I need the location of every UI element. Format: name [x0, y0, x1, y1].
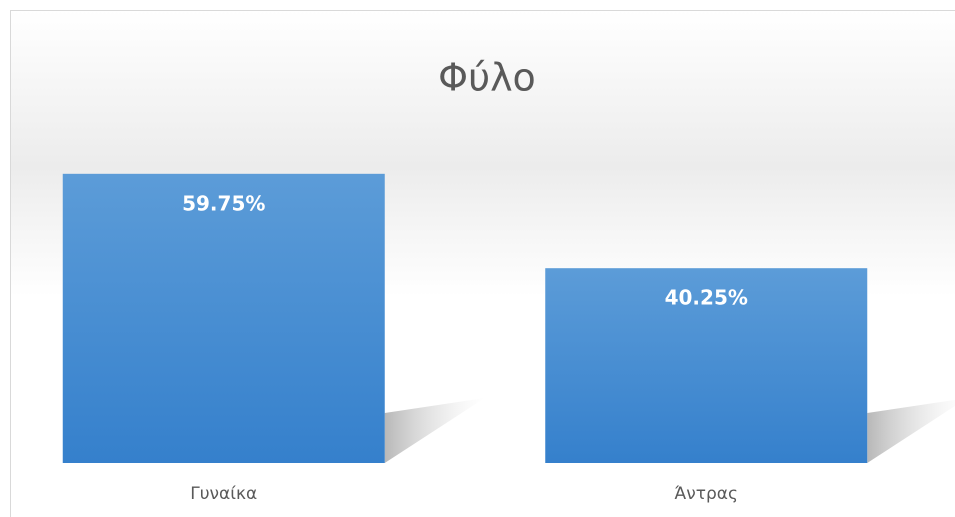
data-label: 40.25% [665, 286, 748, 310]
bar [545, 268, 868, 463]
x-tick-label: Γυναίκα [190, 484, 257, 504]
bar [62, 173, 385, 463]
bar-shadow [867, 399, 955, 463]
x-tick-label: Άντρας [675, 484, 738, 504]
bar-shadow [384, 398, 485, 463]
chart-title: Φύλο [438, 56, 536, 100]
data-label: 59.75% [182, 191, 265, 215]
